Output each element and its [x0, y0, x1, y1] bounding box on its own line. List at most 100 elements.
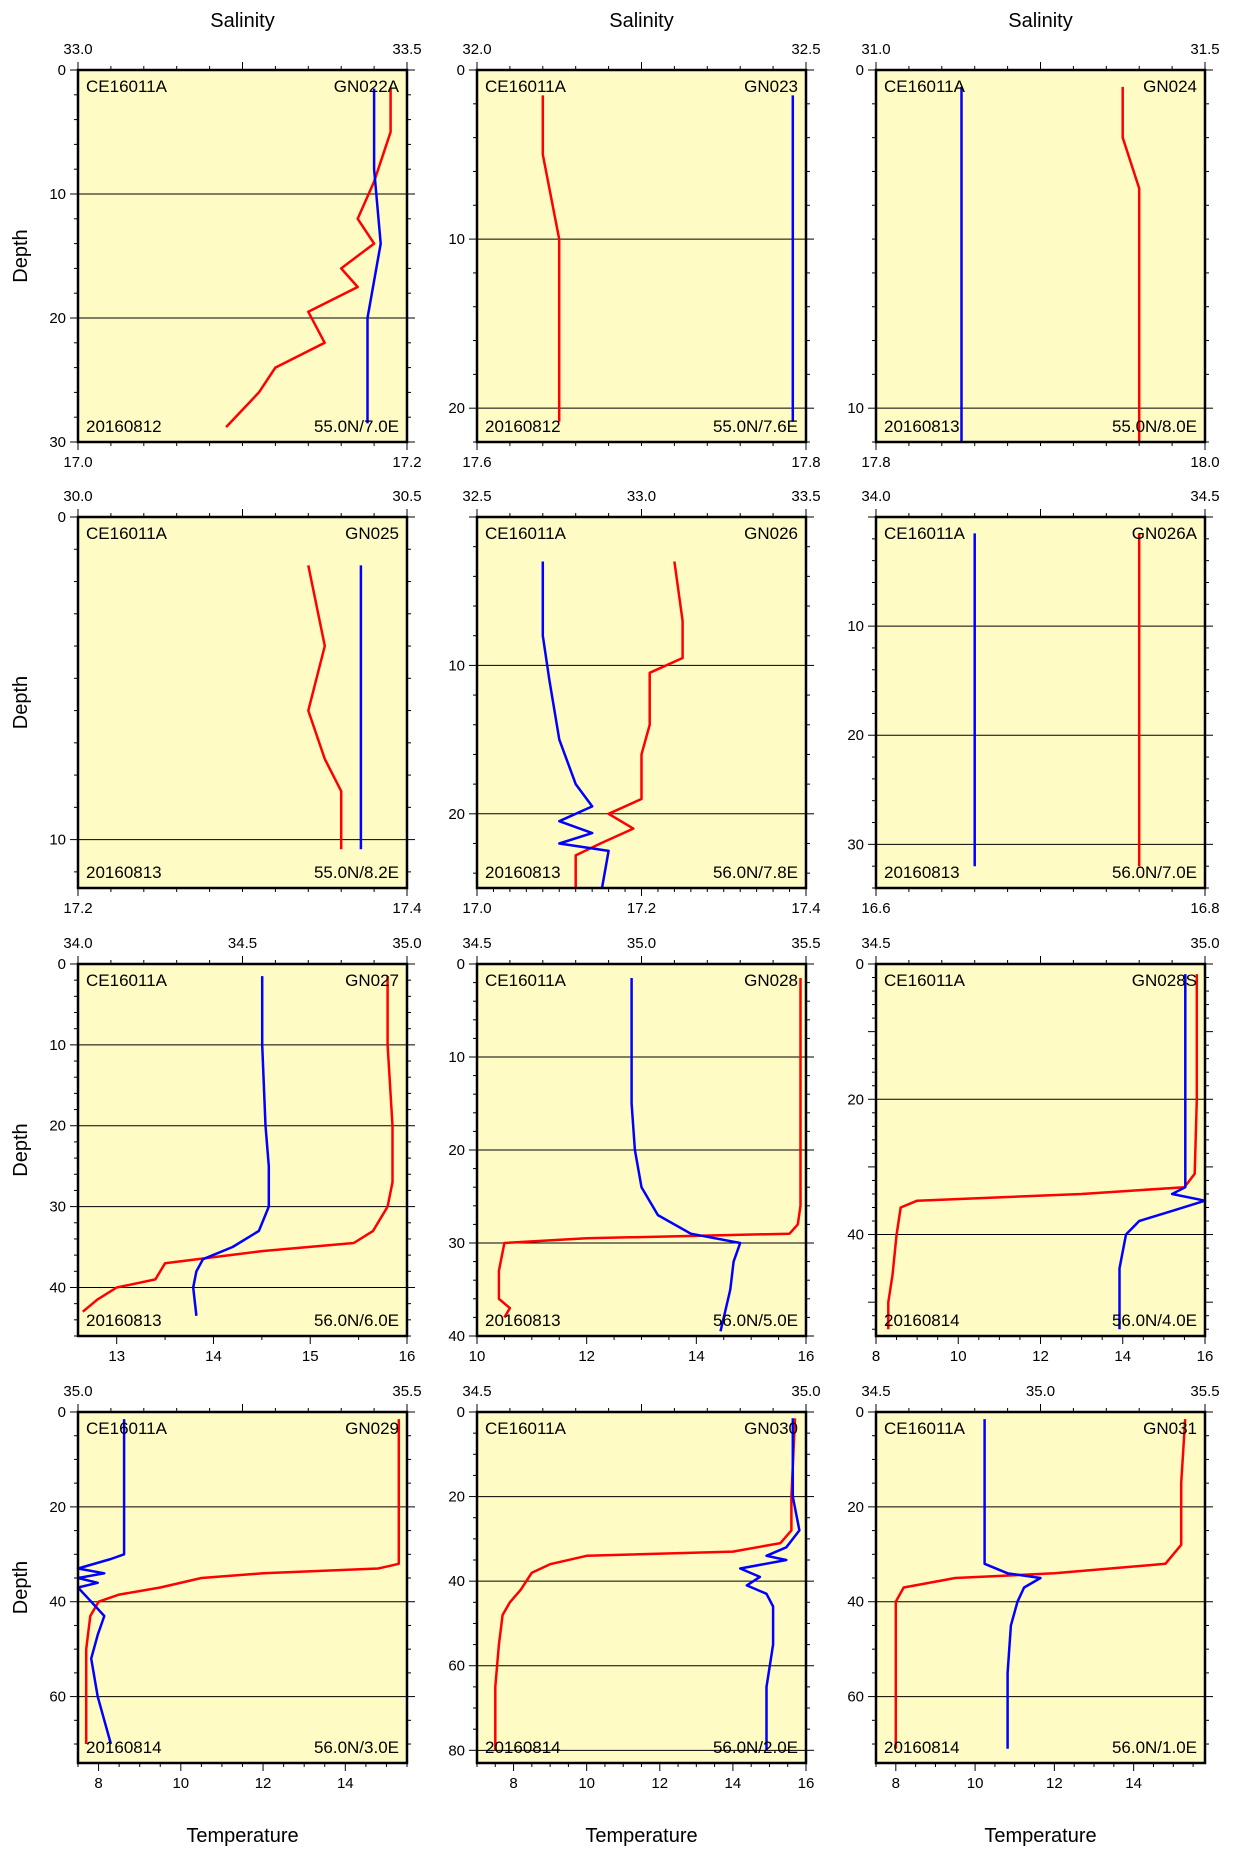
salinity-tick-label: 33.0 [627, 488, 656, 505]
plot-area [477, 1412, 806, 1763]
plot-frame [76, 515, 409, 890]
position-label: 55.0N/7.6E [713, 417, 798, 436]
temperature-tick-label: 17.8 [791, 454, 820, 471]
plot-frame [874, 68, 1207, 444]
temperature-tick-label: 16 [399, 1348, 416, 1365]
temperature-tick-label: 17.0 [63, 454, 92, 471]
salinity-axis-title: Salinity [1008, 10, 1072, 32]
temperature-tick-label: 17.6 [462, 454, 491, 471]
temperature-profile-line [894, 1419, 1187, 1749]
depth-tick-label: 20 [448, 400, 465, 417]
panel-gn030: 0 20 40 60 80 34.5 35.0 8 10 12 14 16 CE16011A GN030 2… [448, 1383, 820, 1847]
temperature-tick-label: 14 [1125, 1775, 1142, 1792]
temperature-tick-label: 17.4 [392, 900, 421, 917]
salinity-profile-line [630, 978, 742, 1332]
depth-tick-label: 10 [847, 400, 864, 417]
temperature-profile-line [574, 561, 684, 888]
salinity-profile-line [541, 561, 610, 889]
position-label: 56.0N/3.0E [314, 1738, 399, 1757]
temperature-tick-label: 12 [578, 1348, 595, 1365]
station-label: GN026A [1132, 524, 1198, 543]
cruise-label: CE16011A [884, 1419, 966, 1438]
cruise-label: CE16011A [884, 77, 966, 96]
cruise-label: CE16011A [485, 77, 567, 96]
plot-frame [874, 1410, 1207, 1765]
salinity-profile-line [1118, 974, 1207, 1330]
salinity-tick-label: 34.0 [63, 935, 92, 952]
plot-frame [76, 1410, 409, 1765]
salinity-tick-label: 34.0 [861, 488, 890, 505]
plot-frame [76, 68, 409, 444]
cruise-label: CE16011A [86, 524, 168, 543]
panel-gn023: 0 10 20 32.0 32.5 17.6 17.8 CE16011A GN023 201608… [448, 10, 820, 471]
salinity-tick-label: 33.0 [63, 41, 92, 58]
temperature-tick-label: 16 [1197, 1348, 1214, 1365]
depth-tick-label: 60 [49, 1689, 66, 1706]
position-label: 56.0N/6.0E [314, 1311, 399, 1330]
plot-area [477, 517, 806, 888]
temperature-tick-label: 10 [967, 1775, 984, 1792]
temperature-tick-label: 12 [651, 1775, 668, 1792]
panel-gn024: 0 10 31.0 31.5 17.8 18.0 CE16011A GN024 20160813… [847, 10, 1219, 471]
depth-tick-label: 40 [847, 1594, 864, 1611]
depth-tick-label: 20 [448, 806, 465, 823]
temperature-tick-label: 17.4 [791, 900, 820, 917]
depth-tick-label: 0 [58, 509, 66, 526]
panel-gn031: 0 20 40 60 34.5 35.0 35.5 8 10 12 14 CE16011A GN031 2… [847, 1383, 1219, 1847]
salinity-profile-line [738, 1418, 801, 1751]
temperature-profile-line [307, 565, 343, 850]
depth-tick-label: 30 [448, 1235, 465, 1252]
station-label: GN024 [1143, 77, 1197, 96]
temperature-tick-label: 8 [892, 1775, 900, 1792]
temperature-tick-label: 17.2 [392, 454, 421, 471]
temperature-axis-title: Temperature [186, 1825, 298, 1847]
temperature-profile-line [887, 974, 1199, 1330]
date-label: 20160814 [86, 1738, 162, 1757]
date-label: 20160814 [485, 1738, 561, 1757]
salinity-tick-label: 32.0 [462, 41, 491, 58]
temperature-profile-line [494, 1418, 797, 1751]
salinity-tick-label: 33.5 [392, 41, 421, 58]
salinity-tick-label: 30.5 [392, 488, 421, 505]
date-label: 20160812 [485, 417, 561, 436]
salinity-tick-label: 35.5 [791, 935, 820, 952]
plot-frame [475, 962, 808, 1338]
salinity-tick-label: 32.5 [791, 41, 820, 58]
salinity-tick-label: 31.5 [1190, 41, 1219, 58]
temperature-axis-title: Temperature [585, 1825, 697, 1847]
position-label: 56.0N/2.0E [713, 1738, 798, 1757]
depth-tick-label: 10 [448, 657, 465, 674]
station-label: GN027 [345, 971, 399, 990]
salinity-tick-label: 35.5 [1190, 1383, 1219, 1400]
date-label: 20160814 [884, 1738, 960, 1757]
depth-tick-label: 0 [856, 1404, 864, 1421]
depth-tick-label: 0 [457, 956, 465, 973]
cruise-label: CE16011A [485, 971, 567, 990]
temperature-tick-label: 17.2 [627, 900, 656, 917]
date-label: 20160813 [884, 863, 960, 882]
panel-gn025: 0 10 30.0 30.5 17.2 17.4 CE16011A GN025 20160813… [10, 488, 422, 917]
salinity-tick-label: 35.0 [1026, 1383, 1055, 1400]
temperature-axis-title: Temperature [984, 1825, 1096, 1847]
cruise-label: CE16011A [485, 1419, 567, 1438]
plot-area [876, 517, 1205, 888]
station-label: GN026 [744, 524, 798, 543]
cruise-label: CE16011A [884, 971, 966, 990]
position-label: 56.0N/5.0E [713, 1311, 798, 1330]
temperature-tick-label: 14 [688, 1348, 705, 1365]
salinity-tick-label: 30.0 [63, 488, 92, 505]
panel-gn027: 0 10 20 30 40 34.0 34.5 35.0 13 14 15 16 CE16011A GN0… [10, 935, 422, 1365]
salinity-tick-label: 34.5 [1190, 488, 1219, 505]
position-label: 56.0N/4.0E [1112, 1311, 1197, 1330]
depth-axis-title: Depth [10, 229, 32, 282]
temperature-tick-label: 8 [94, 1775, 102, 1792]
plot-frame [475, 68, 808, 444]
temperature-tick-label: 16.8 [1190, 900, 1219, 917]
salinity-axis-title: Salinity [609, 10, 673, 32]
temperature-tick-label: 12 [1046, 1775, 1063, 1792]
plot-area [78, 1412, 407, 1763]
plot-frame [76, 962, 409, 1338]
temperature-profile-line [84, 1419, 401, 1744]
salinity-profile-line [191, 976, 271, 1316]
